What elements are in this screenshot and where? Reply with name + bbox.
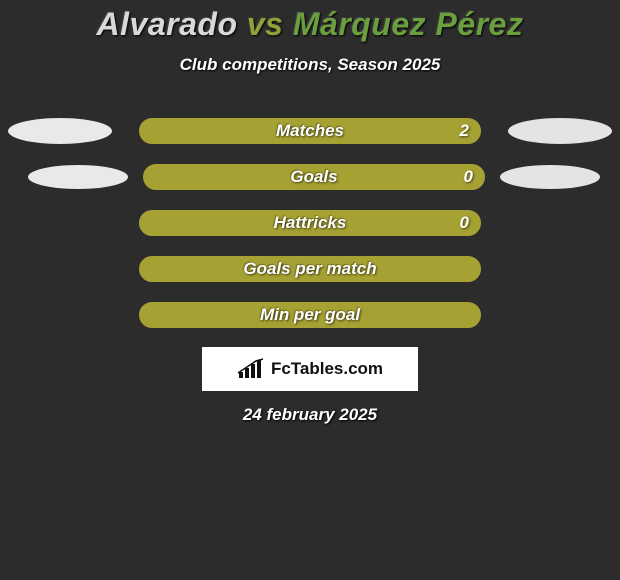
player2-name: Márquez Pérez [293,6,524,42]
stat-label: Matches [139,121,481,141]
right-spacer [494,302,598,328]
stat-bar: Hattricks0 [139,210,481,236]
left-spacer [22,256,126,282]
stats-list: Matches2Goals0Hattricks0Goals per matchM… [0,117,620,329]
left-spacer [22,210,126,236]
stat-row: Goals per match [0,255,620,283]
stat-label: Goals per match [139,259,481,279]
stat-label: Min per goal [139,305,481,325]
right-ellipse [508,118,612,144]
page-title: Alvarado vs Márquez Pérez [0,6,620,43]
stat-bar: Matches2 [139,118,481,144]
snapshot-date: 24 february 2025 [0,405,620,425]
stat-row: Hattricks0 [0,209,620,237]
stat-bar: Goals per match [139,256,481,282]
right-ellipse [500,165,600,189]
right-spacer [494,210,598,236]
left-spacer [22,302,126,328]
subtitle: Club competitions, Season 2025 [0,55,620,75]
stat-label: Hattricks [139,213,481,233]
chart-bars-icon [237,358,265,380]
right-spacer [494,256,598,282]
player1-name: Alvarado [97,6,238,42]
comparison-infographic: Alvarado vs Márquez Pérez Club competiti… [0,0,620,580]
vs-separator: vs [247,6,284,42]
stat-label: Goals [143,167,485,187]
left-ellipse [28,165,128,189]
stat-bar: Min per goal [139,302,481,328]
left-ellipse [8,118,112,144]
stat-value: 0 [464,167,473,187]
stat-row: Matches2 [0,117,620,145]
stat-value: 0 [460,213,469,233]
source-badge-text: FcTables.com [271,359,383,379]
stat-bar: Goals0 [143,164,485,190]
stat-row: Goals0 [0,163,620,191]
stat-row: Min per goal [0,301,620,329]
stat-value: 2 [460,121,469,141]
source-badge: FcTables.com [202,347,418,391]
